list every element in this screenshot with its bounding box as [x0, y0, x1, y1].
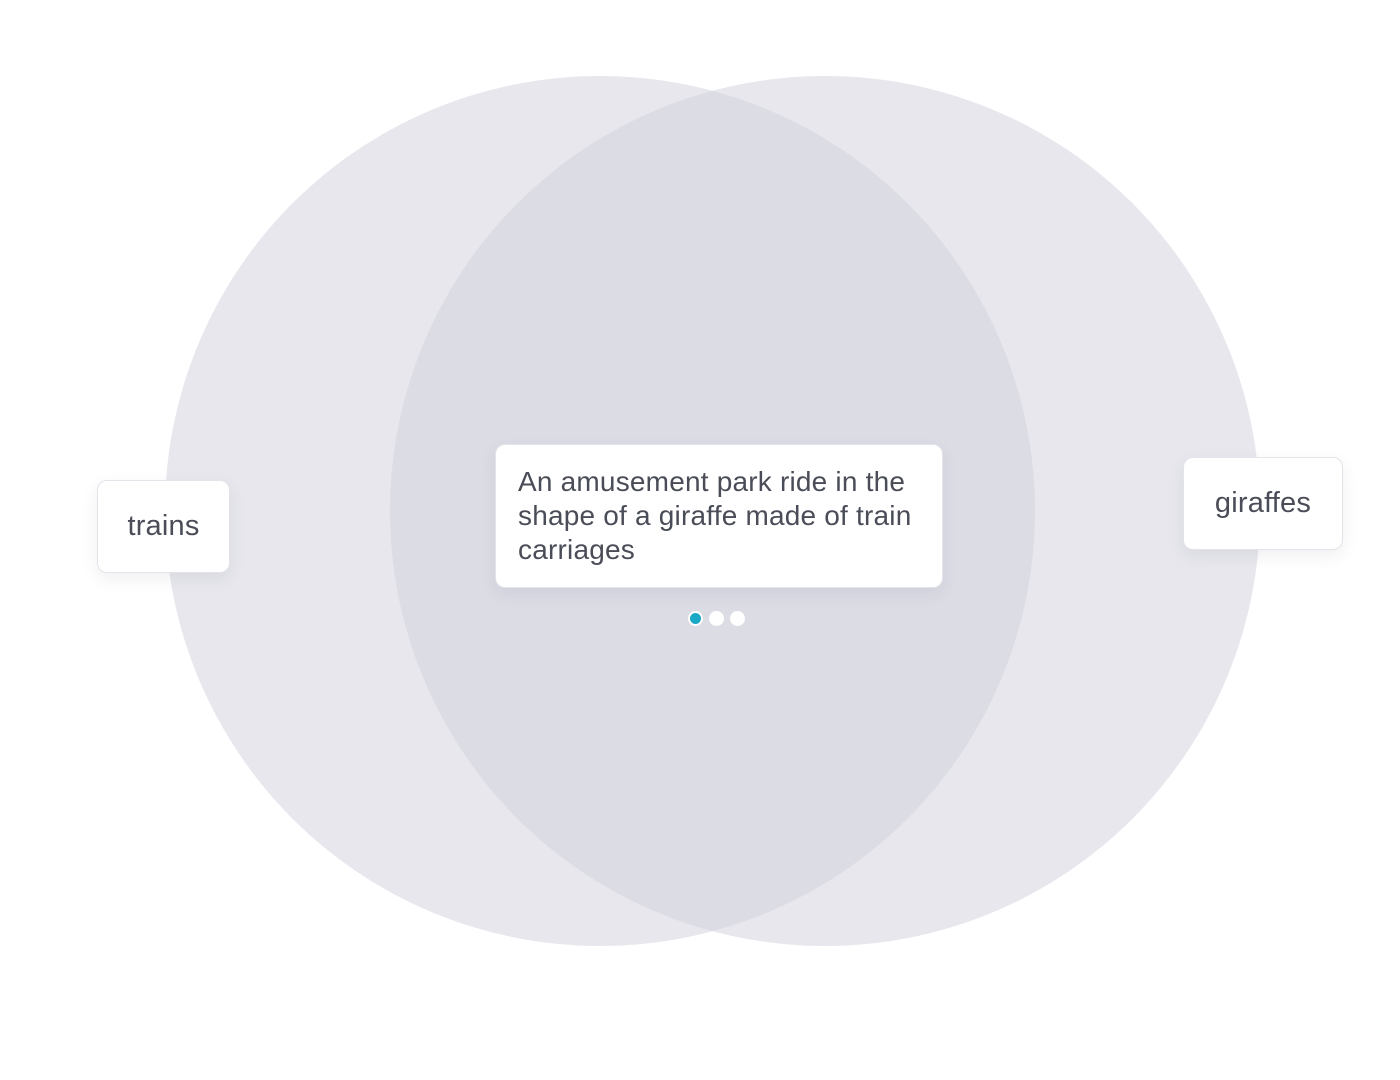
set-label-left[interactable]: trains: [97, 480, 230, 573]
pagination-dots: [688, 611, 745, 626]
set-label-right[interactable]: giraffes: [1183, 457, 1343, 550]
pagination-dot-1[interactable]: [688, 611, 703, 626]
pagination-dot-3[interactable]: [730, 611, 745, 626]
intersection-card[interactable]: An amusement park ride in the shape of a…: [495, 444, 943, 588]
pagination-dot-2[interactable]: [709, 611, 724, 626]
